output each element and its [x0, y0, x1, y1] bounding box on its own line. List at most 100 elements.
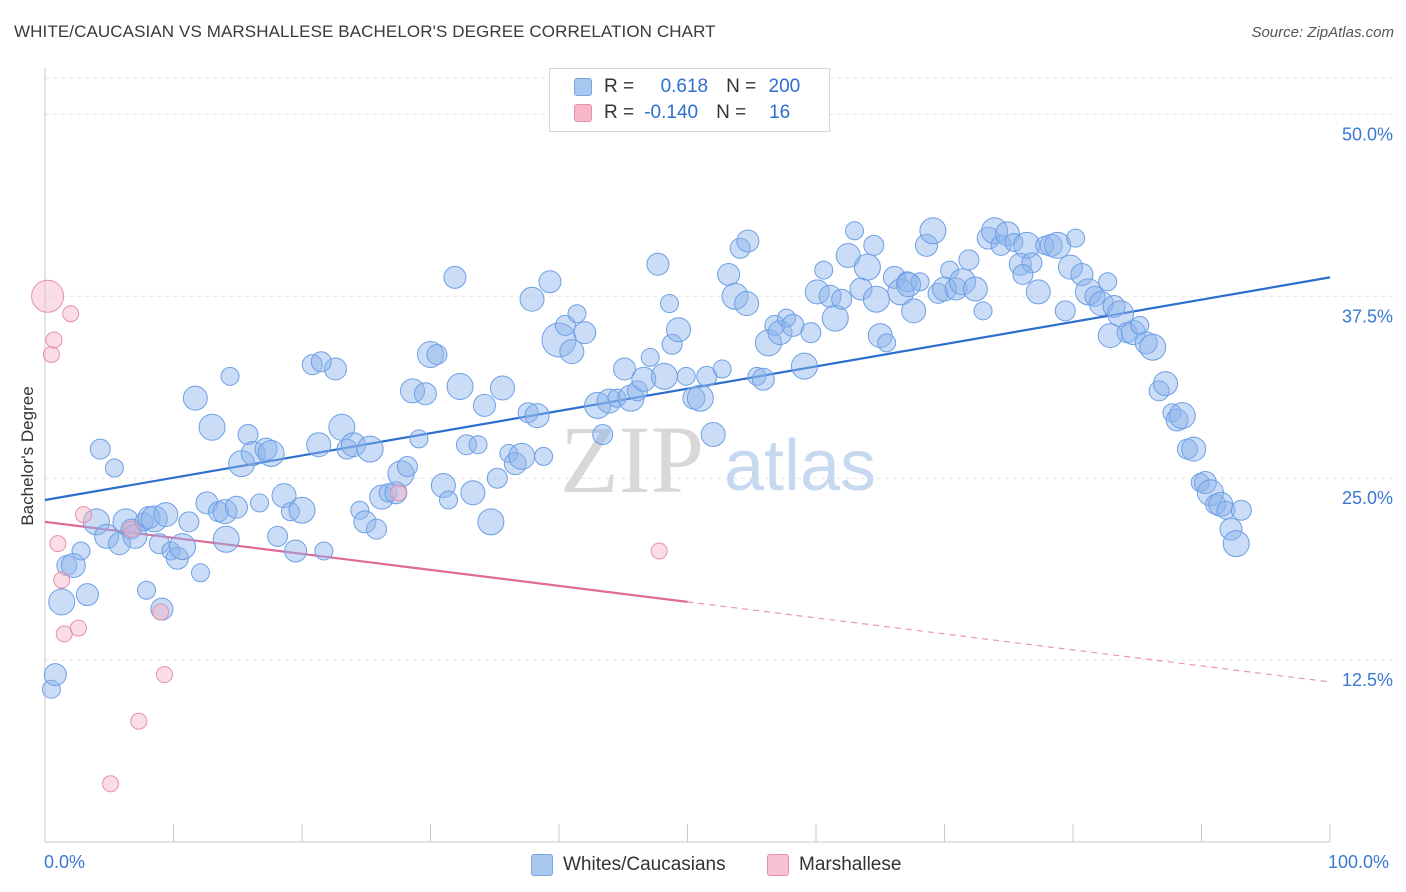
- point-marshallese: [75, 506, 93, 524]
- point-whites: [460, 480, 486, 506]
- point-whites: [378, 483, 398, 503]
- point-whites: [559, 339, 585, 365]
- x-tick-label-min: 0.0%: [44, 852, 86, 872]
- point-whites: [94, 523, 120, 549]
- point-whites: [75, 583, 99, 607]
- point-whites: [927, 282, 949, 304]
- point-whites: [845, 221, 865, 241]
- point-whites: [877, 333, 897, 353]
- point-whites: [538, 270, 562, 294]
- point-whites: [994, 221, 1020, 247]
- point-whites: [212, 525, 240, 553]
- point-whites: [271, 483, 297, 509]
- point-whites: [863, 234, 885, 256]
- point-whites: [438, 490, 458, 510]
- point-whites: [489, 375, 515, 401]
- y-axis-label: Bachelor's Degree: [18, 386, 37, 526]
- point-whites: [790, 352, 818, 380]
- point-whites: [301, 354, 323, 376]
- point-marshallese: [152, 603, 170, 621]
- point-whites: [413, 382, 437, 406]
- point-whites: [1193, 471, 1217, 495]
- point-whites: [517, 402, 539, 424]
- point-whites: [508, 442, 536, 470]
- point-whites: [1230, 499, 1252, 521]
- data-points: [31, 217, 1252, 793]
- point-whites: [446, 373, 474, 401]
- point-whites: [862, 285, 890, 313]
- point-whites: [981, 217, 1009, 245]
- point-marshallese: [389, 484, 407, 502]
- point-whites: [660, 294, 680, 314]
- point-whites: [853, 253, 881, 281]
- point-whites: [835, 243, 861, 269]
- legend-row-whites: R = 0.618 N = 200: [574, 74, 800, 100]
- point-whites: [800, 322, 822, 344]
- point-whites: [1205, 493, 1227, 515]
- point-whites: [721, 282, 749, 310]
- point-whites: [734, 291, 760, 317]
- point-whites: [48, 588, 76, 616]
- point-whites: [1153, 371, 1179, 397]
- point-whites: [356, 435, 384, 463]
- bottom-legend-label-marshallese: Marshallese: [799, 854, 902, 875]
- trend-line-marshallese: [44, 520, 688, 603]
- point-whites: [1219, 517, 1243, 541]
- point-whites: [409, 429, 429, 449]
- point-whites: [676, 366, 696, 386]
- point-whites: [306, 432, 332, 458]
- point-whites: [137, 580, 157, 600]
- point-whites: [887, 278, 915, 306]
- point-whites: [573, 321, 597, 345]
- r-label: R =: [604, 76, 635, 97]
- point-whites: [257, 439, 285, 467]
- point-whites: [1098, 272, 1118, 292]
- point-whites: [958, 249, 980, 271]
- point-whites: [1097, 323, 1123, 349]
- point-whites: [1134, 331, 1158, 355]
- point-whites: [288, 496, 316, 524]
- n-value: 200: [768, 76, 801, 97]
- point-whites: [190, 563, 210, 583]
- point-whites: [592, 424, 614, 446]
- point-whites: [717, 262, 741, 286]
- bottom-legend-label-whites: Whites/Caucasians: [563, 854, 726, 875]
- point-whites: [89, 438, 111, 460]
- point-whites: [919, 217, 947, 245]
- bottom-legend-swatch-marshallese: [767, 854, 789, 876]
- point-whites: [486, 467, 508, 489]
- point-whites: [1021, 252, 1043, 274]
- point-whites: [613, 357, 637, 381]
- point-whites: [182, 385, 208, 411]
- point-whites: [1181, 436, 1207, 462]
- point-whites: [468, 435, 488, 455]
- point-whites: [323, 357, 347, 381]
- y-tick-label: 37.5%: [1342, 306, 1393, 326]
- point-whites: [1066, 228, 1086, 248]
- point-whites: [751, 367, 775, 391]
- point-whites: [821, 304, 849, 332]
- point-whites: [43, 663, 67, 687]
- point-whites: [882, 265, 906, 289]
- point-whites: [1162, 403, 1182, 423]
- point-whites: [901, 298, 927, 324]
- x-tick-label-max: 100.0%: [1328, 852, 1390, 872]
- legend-row-marshallese: R = -0.140 N = 16: [574, 100, 790, 126]
- point-whites: [284, 539, 308, 563]
- axes: [44, 68, 1331, 843]
- point-whites: [212, 499, 238, 525]
- legend-swatch-whites: [574, 78, 592, 96]
- point-whites: [1168, 402, 1196, 430]
- point-whites: [220, 366, 240, 386]
- source-credit: Source: ZipAtlas.com: [1251, 24, 1394, 41]
- point-whites: [607, 388, 627, 408]
- trend-line-extension: [687, 601, 1331, 683]
- point-whites: [71, 541, 91, 561]
- point-whites: [948, 268, 976, 296]
- point-whites: [712, 359, 732, 379]
- point-marshallese: [122, 520, 140, 538]
- point-marshallese: [42, 345, 60, 363]
- point-whites: [1107, 300, 1135, 328]
- point-whites: [178, 511, 200, 533]
- point-whites: [350, 500, 370, 520]
